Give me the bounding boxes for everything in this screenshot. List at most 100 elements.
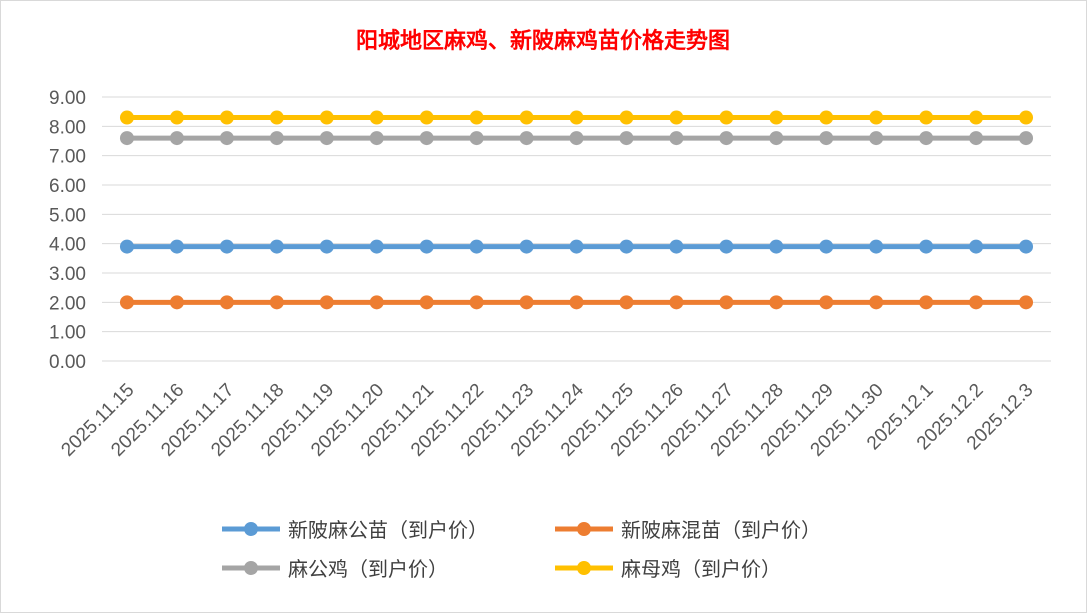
data-point [819, 131, 834, 146]
data-point [519, 110, 534, 125]
data-point [719, 131, 734, 146]
legend-swatch-marker [244, 561, 258, 575]
data-point [519, 131, 534, 146]
data-point [119, 239, 134, 254]
data-point [1019, 131, 1034, 146]
series-4 [119, 110, 1034, 125]
data-point [419, 131, 434, 146]
data-point [169, 131, 184, 146]
data-point [519, 295, 534, 310]
data-point [769, 110, 784, 125]
x-axis-ticks: 2025.11.152025.11.162025.11.172025.11.18… [57, 379, 1037, 460]
data-point [969, 295, 984, 310]
data-point [969, 239, 984, 254]
data-point [519, 239, 534, 254]
data-point [319, 239, 334, 254]
data-point [119, 110, 134, 125]
legend-item: 麻公鸡（到户价） [222, 557, 448, 581]
series-3 [119, 131, 1034, 146]
data-point [919, 131, 934, 146]
data-point [669, 239, 684, 254]
data-point [419, 110, 434, 125]
data-point [819, 295, 834, 310]
data-point [369, 110, 384, 125]
y-tick-label: 7.00 [49, 147, 86, 168]
data-point [969, 110, 984, 125]
data-point [469, 131, 484, 146]
data-point [769, 239, 784, 254]
data-point [219, 131, 234, 146]
data-point [1019, 239, 1034, 254]
legend-item: 麻母鸡（到户价） [555, 557, 781, 581]
data-point [369, 239, 384, 254]
data-point [219, 295, 234, 310]
data-point [719, 239, 734, 254]
data-point [469, 239, 484, 254]
data-point [169, 110, 184, 125]
data-point [419, 295, 434, 310]
data-point [769, 131, 784, 146]
data-point [669, 295, 684, 310]
chart-title: 阳城地区麻鸡、新陂麻鸡苗价格走势图 [356, 28, 730, 54]
data-point [319, 295, 334, 310]
legend-label: 新陂麻公苗（到户价） [288, 518, 488, 542]
legend-label: 麻母鸡（到户价） [621, 557, 781, 581]
data-point [669, 131, 684, 146]
data-point [219, 110, 234, 125]
data-point [619, 239, 634, 254]
data-point [569, 239, 584, 254]
data-point [919, 295, 934, 310]
data-point [669, 110, 684, 125]
data-point [919, 239, 934, 254]
data-point [569, 110, 584, 125]
gridlines [102, 96, 1051, 362]
data-point [619, 110, 634, 125]
y-tick-label: 0.00 [49, 352, 86, 373]
data-point [469, 110, 484, 125]
series-2 [119, 295, 1034, 310]
data-point [819, 110, 834, 125]
data-point [119, 295, 134, 310]
data-point [719, 110, 734, 125]
y-tick-label: 4.00 [49, 235, 86, 256]
data-point [269, 110, 284, 125]
data-point [869, 131, 884, 146]
data-point [269, 295, 284, 310]
y-tick-label: 9.00 [49, 88, 86, 109]
data-point [719, 295, 734, 310]
data-point [969, 131, 984, 146]
data-point [419, 239, 434, 254]
legend-label: 麻公鸡（到户价） [288, 557, 448, 581]
data-point [369, 131, 384, 146]
legend-item: 新陂麻混苗（到户价） [555, 518, 821, 542]
legend: 新陂麻公苗（到户价） 新陂麻混苗（到户价） 麻公鸡（到户价） 麻母鸡（到户价） [222, 518, 821, 581]
y-tick-label: 1.00 [49, 323, 86, 344]
legend-label: 新陂麻混苗（到户价） [621, 518, 821, 542]
data-point [469, 295, 484, 310]
legend-item: 新陂麻公苗（到户价） [222, 518, 488, 542]
legend-swatch-marker [244, 522, 258, 536]
data-point [1019, 295, 1034, 310]
data-point [219, 239, 234, 254]
y-tick-label: 5.00 [49, 205, 86, 226]
data-point [1019, 110, 1034, 125]
legend-swatch-marker [577, 522, 591, 536]
data-point [319, 110, 334, 125]
data-point [569, 131, 584, 146]
data-point [819, 239, 834, 254]
data-point [569, 295, 584, 310]
y-tick-label: 2.00 [49, 293, 86, 314]
y-axis-ticks: 0.00 1.00 2.00 3.00 4.00 5.00 6.00 7.00 8.00 9.00 [49, 88, 86, 373]
y-tick-label: 3.00 [49, 264, 86, 285]
data-point [319, 131, 334, 146]
data-point [869, 110, 884, 125]
data-point [869, 239, 884, 254]
data-point [169, 295, 184, 310]
data-point [919, 110, 934, 125]
data-point [269, 239, 284, 254]
legend-swatch-marker [577, 561, 591, 575]
data-point [269, 131, 284, 146]
series-group [119, 110, 1034, 310]
y-tick-label: 6.00 [49, 176, 86, 197]
